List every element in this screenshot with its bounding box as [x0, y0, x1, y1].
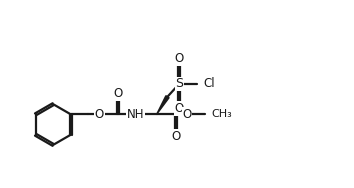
Polygon shape [156, 96, 169, 114]
Text: O: O [175, 52, 184, 65]
Text: O: O [113, 87, 122, 100]
Text: NH: NH [127, 108, 145, 121]
Text: O: O [95, 108, 104, 121]
Text: CH₃: CH₃ [211, 109, 232, 119]
Text: O: O [175, 102, 184, 115]
Text: S: S [175, 77, 183, 90]
Text: Cl: Cl [204, 77, 216, 90]
Text: O: O [183, 108, 192, 121]
Text: O: O [172, 130, 181, 143]
